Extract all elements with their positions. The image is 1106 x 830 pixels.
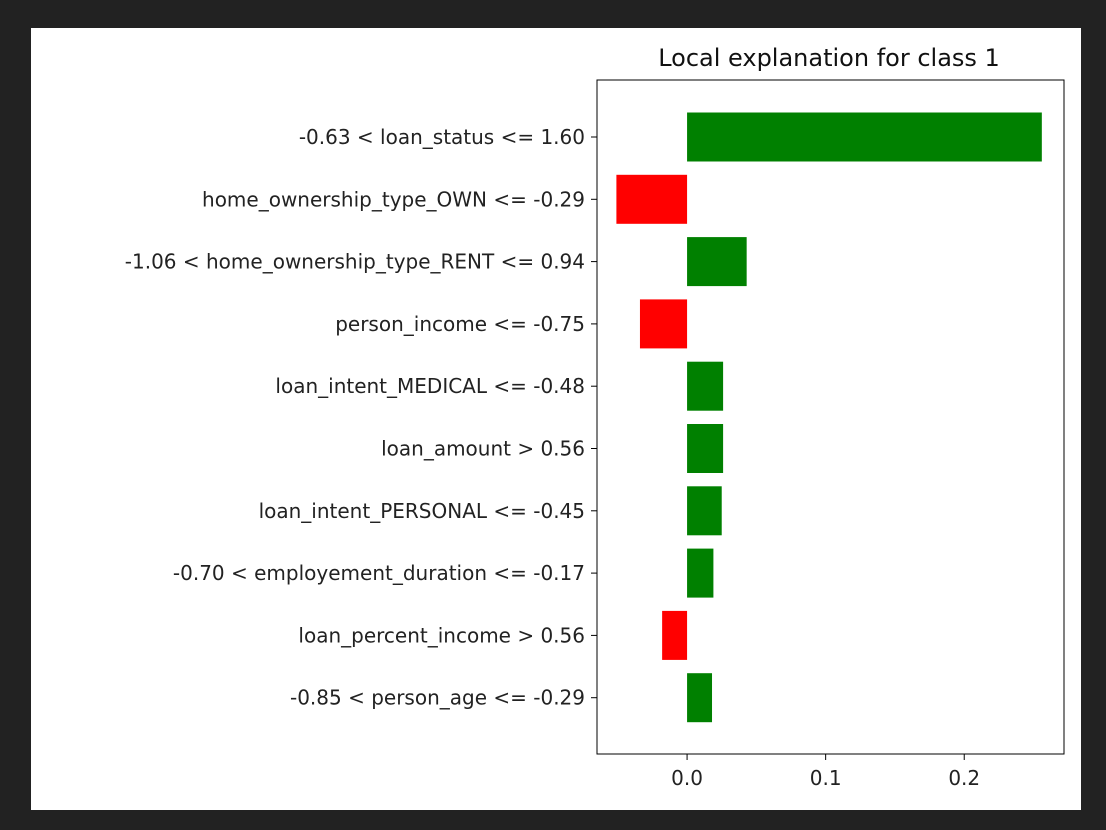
bar-6 [687, 486, 722, 536]
x-tick-label: 0.0 [671, 766, 703, 790]
category-label: home_ownership_type_OWN <= -0.29 [202, 187, 585, 211]
category-label: -1.06 < home_ownership_type_RENT <= 0.94 [125, 250, 585, 274]
x-axis-ticks: 0.0 0.1 0.2 [671, 754, 980, 790]
bar-0 [687, 112, 1042, 162]
bar-4 [687, 361, 724, 411]
bar-9 [687, 673, 713, 723]
bar-1 [616, 174, 688, 224]
category-label: -0.63 < loan_status <= 1.60 [299, 125, 585, 149]
bar-8 [662, 610, 688, 660]
category-label: -0.70 < employement_duration <= -0.17 [173, 561, 585, 585]
category-label: loan_intent_PERSONAL <= -0.45 [259, 499, 585, 523]
bar-3 [639, 299, 688, 349]
category-labels: -0.63 < loan_status <= 1.60 home_ownershi… [125, 125, 597, 710]
chart-title: Local explanation for class 1 [658, 44, 1000, 72]
category-label: loan_percent_income > 0.56 [298, 623, 585, 647]
category-label: loan_intent_MEDICAL <= -0.48 [275, 374, 585, 398]
x-tick-label: 0.1 [810, 766, 842, 790]
category-label: -0.85 < person_age <= -0.29 [290, 686, 585, 710]
bar-2 [687, 237, 747, 287]
bars-layer [616, 112, 1042, 723]
bar-7 [687, 548, 714, 598]
category-label: loan_amount > 0.56 [381, 437, 585, 461]
plot-frame [596, 79, 1065, 755]
category-label: person_income <= -0.75 [335, 312, 585, 336]
bar-5 [687, 424, 724, 473]
x-tick-label: 0.2 [948, 766, 980, 790]
